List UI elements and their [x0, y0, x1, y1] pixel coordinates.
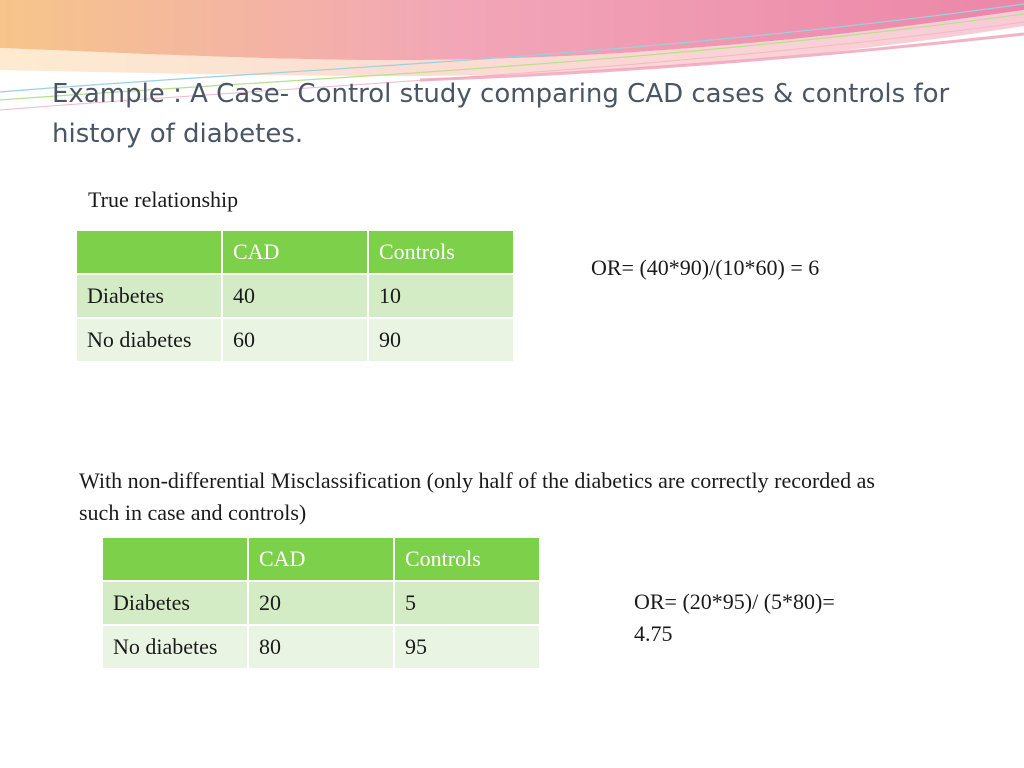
table-header-cell: CAD [249, 538, 393, 580]
table-cell: 80 [249, 626, 393, 668]
table-row: Diabetes 40 10 [77, 275, 513, 317]
table-cell: No diabetes [77, 319, 221, 361]
table-cell: Diabetes [77, 275, 221, 317]
table-cell: 20 [249, 582, 393, 624]
table-cell: 5 [395, 582, 539, 624]
table-row: Diabetes 20 5 [103, 582, 539, 624]
odds-ratio-misclassified-line2: 4.75 [634, 621, 673, 646]
table-cell: 90 [369, 319, 513, 361]
decorative-swoosh-banner [0, 0, 1024, 111]
table-cell: 60 [223, 319, 367, 361]
odds-ratio-misclassified-line1: OR= (20*95)/ (5*80)= [634, 589, 835, 614]
table-cell: 10 [369, 275, 513, 317]
table-cell: 95 [395, 626, 539, 668]
table-cell: No diabetes [103, 626, 247, 668]
table-header-cell: Controls [369, 231, 513, 273]
table-header-cell [103, 538, 247, 580]
table-row: No diabetes 80 95 [103, 626, 539, 668]
table-cell: Diabetes [103, 582, 247, 624]
table-row: No diabetes 60 90 [77, 319, 513, 361]
table-header-row: CAD Controls [103, 538, 539, 580]
slide-title: Example : A Case- Control study comparin… [52, 79, 950, 149]
table-header-row: CAD Controls [77, 231, 513, 273]
table-cell: 40 [223, 275, 367, 317]
table-header-cell: Controls [395, 538, 539, 580]
contingency-table-true: CAD Controls Diabetes 40 10 No diabetes … [75, 229, 515, 363]
section-label-true-relationship: True relationship [88, 187, 239, 212]
odds-ratio-true: OR= (40*90)/(10*60) = 6 [591, 255, 820, 280]
table-header-cell [77, 231, 221, 273]
table-header-cell: CAD [223, 231, 367, 273]
section-label-misclassification: With non-differential Misclassification … [79, 468, 875, 525]
contingency-table-misclassified: CAD Controls Diabetes 20 5 No diabetes 8… [101, 536, 541, 670]
